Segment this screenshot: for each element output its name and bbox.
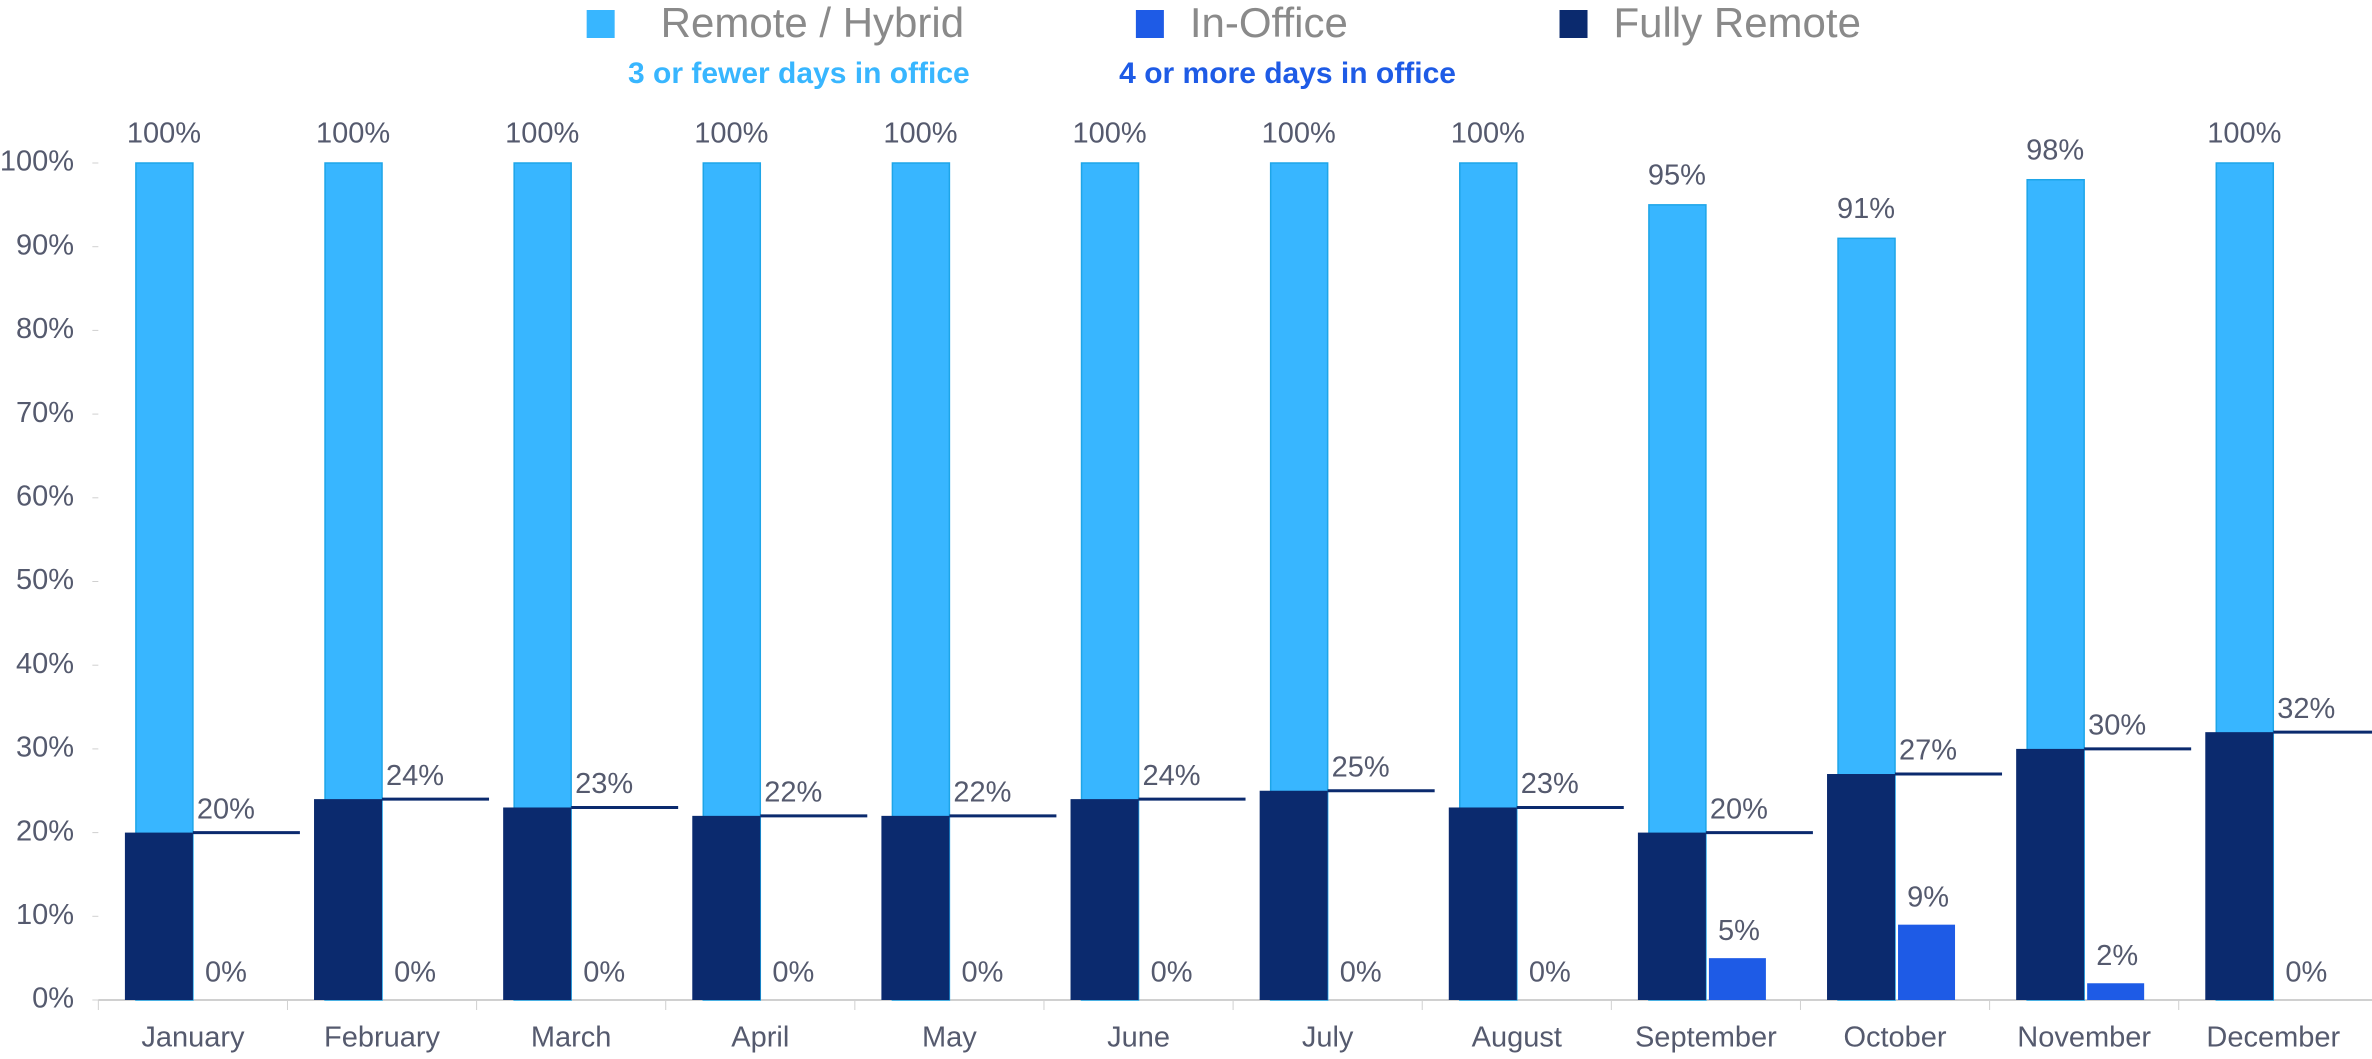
x-tick-label: October bbox=[1843, 1022, 1946, 1054]
bar bbox=[2205, 732, 2274, 1000]
data-label: 0% bbox=[1340, 957, 1382, 989]
data-label: 32% bbox=[2277, 693, 2335, 725]
data-label: 100% bbox=[883, 118, 957, 150]
y-tick-label: 10% bbox=[16, 899, 74, 931]
bar bbox=[2016, 748, 2085, 1000]
y-tick-label: 0% bbox=[32, 983, 74, 1015]
data-label: 91% bbox=[1837, 193, 1895, 225]
data-label: 24% bbox=[386, 760, 444, 792]
data-label: 30% bbox=[2088, 710, 2146, 742]
legend-swatch bbox=[586, 10, 615, 38]
x-tick-label: July bbox=[1302, 1022, 1354, 1054]
y-tick-label: 70% bbox=[16, 397, 74, 429]
legend-swatch bbox=[1135, 10, 1164, 38]
data-label: 22% bbox=[764, 777, 822, 809]
x-tick-label: December bbox=[2206, 1022, 2340, 1054]
data-label: 0% bbox=[583, 957, 625, 989]
data-label: 0% bbox=[394, 957, 436, 989]
y-tick-label: 60% bbox=[16, 480, 74, 512]
data-label: 22% bbox=[953, 777, 1011, 809]
x-tick-label: April bbox=[731, 1022, 789, 1054]
x-tick-label: November bbox=[2017, 1022, 2151, 1054]
bar bbox=[1448, 807, 1517, 1000]
data-label: 0% bbox=[1151, 957, 1193, 989]
x-tick-label: March bbox=[531, 1022, 612, 1054]
y-tick-label: 90% bbox=[16, 229, 74, 261]
data-label: 0% bbox=[1529, 957, 1571, 989]
data-label: 100% bbox=[694, 118, 768, 150]
data-label: 100% bbox=[316, 118, 390, 150]
legend-swatch bbox=[1559, 10, 1588, 38]
data-label: 95% bbox=[1648, 160, 1706, 192]
data-label: 24% bbox=[1143, 760, 1201, 792]
data-label: 100% bbox=[2207, 118, 2281, 150]
x-tick-label: June bbox=[1107, 1022, 1170, 1054]
data-label: 25% bbox=[1332, 751, 1390, 783]
bar bbox=[692, 815, 761, 1000]
x-tick-label: September bbox=[1635, 1022, 1777, 1054]
bar bbox=[1827, 774, 1896, 1000]
data-label: 100% bbox=[1262, 118, 1336, 150]
legend-subtitle: 3 or fewer days in office bbox=[628, 57, 970, 90]
legend-label: In-Office bbox=[1190, 0, 1348, 46]
x-tick-label: May bbox=[922, 1022, 977, 1054]
bar bbox=[1637, 832, 1706, 1000]
bar bbox=[1259, 790, 1328, 1000]
data-label: 98% bbox=[2026, 134, 2084, 166]
bar bbox=[1898, 924, 1956, 1000]
bar bbox=[1070, 799, 1139, 1000]
y-tick-label: 80% bbox=[16, 313, 74, 345]
y-tick-label: 20% bbox=[16, 815, 74, 847]
y-tick-label: 100% bbox=[0, 146, 74, 178]
bar bbox=[314, 799, 383, 1000]
y-tick-label: 50% bbox=[16, 564, 74, 596]
x-tick-label: January bbox=[141, 1022, 245, 1054]
data-label: 2% bbox=[2096, 940, 2138, 972]
legend-label: Fully Remote bbox=[1614, 0, 1861, 46]
data-label: 20% bbox=[197, 793, 255, 825]
data-label: 27% bbox=[1899, 735, 1957, 767]
data-label: 20% bbox=[1710, 793, 1768, 825]
y-tick-label: 30% bbox=[16, 732, 74, 764]
legend-subtitle: 4 or more days in office bbox=[1119, 57, 1456, 90]
bar bbox=[2087, 983, 2145, 1000]
x-tick-label: August bbox=[1472, 1022, 1562, 1054]
data-label: 23% bbox=[1521, 768, 1579, 800]
bar bbox=[124, 832, 193, 1000]
data-label: 100% bbox=[1072, 118, 1146, 150]
data-label: 100% bbox=[127, 118, 201, 150]
bar bbox=[503, 807, 572, 1000]
x-tick-label: February bbox=[324, 1022, 441, 1054]
legend-label: Remote / Hybrid bbox=[661, 0, 964, 46]
data-label: 100% bbox=[505, 118, 579, 150]
data-label: 0% bbox=[961, 957, 1003, 989]
data-label: 23% bbox=[575, 768, 633, 800]
data-label: 9% bbox=[1907, 881, 1949, 913]
bar bbox=[1708, 958, 1766, 1000]
y-tick-label: 40% bbox=[16, 648, 74, 680]
data-label: 0% bbox=[2285, 957, 2327, 989]
data-label: 100% bbox=[1451, 118, 1525, 150]
data-label: 0% bbox=[772, 957, 814, 989]
bar bbox=[881, 815, 950, 1000]
data-label: 5% bbox=[1718, 915, 1760, 947]
data-label: 0% bbox=[205, 957, 247, 989]
